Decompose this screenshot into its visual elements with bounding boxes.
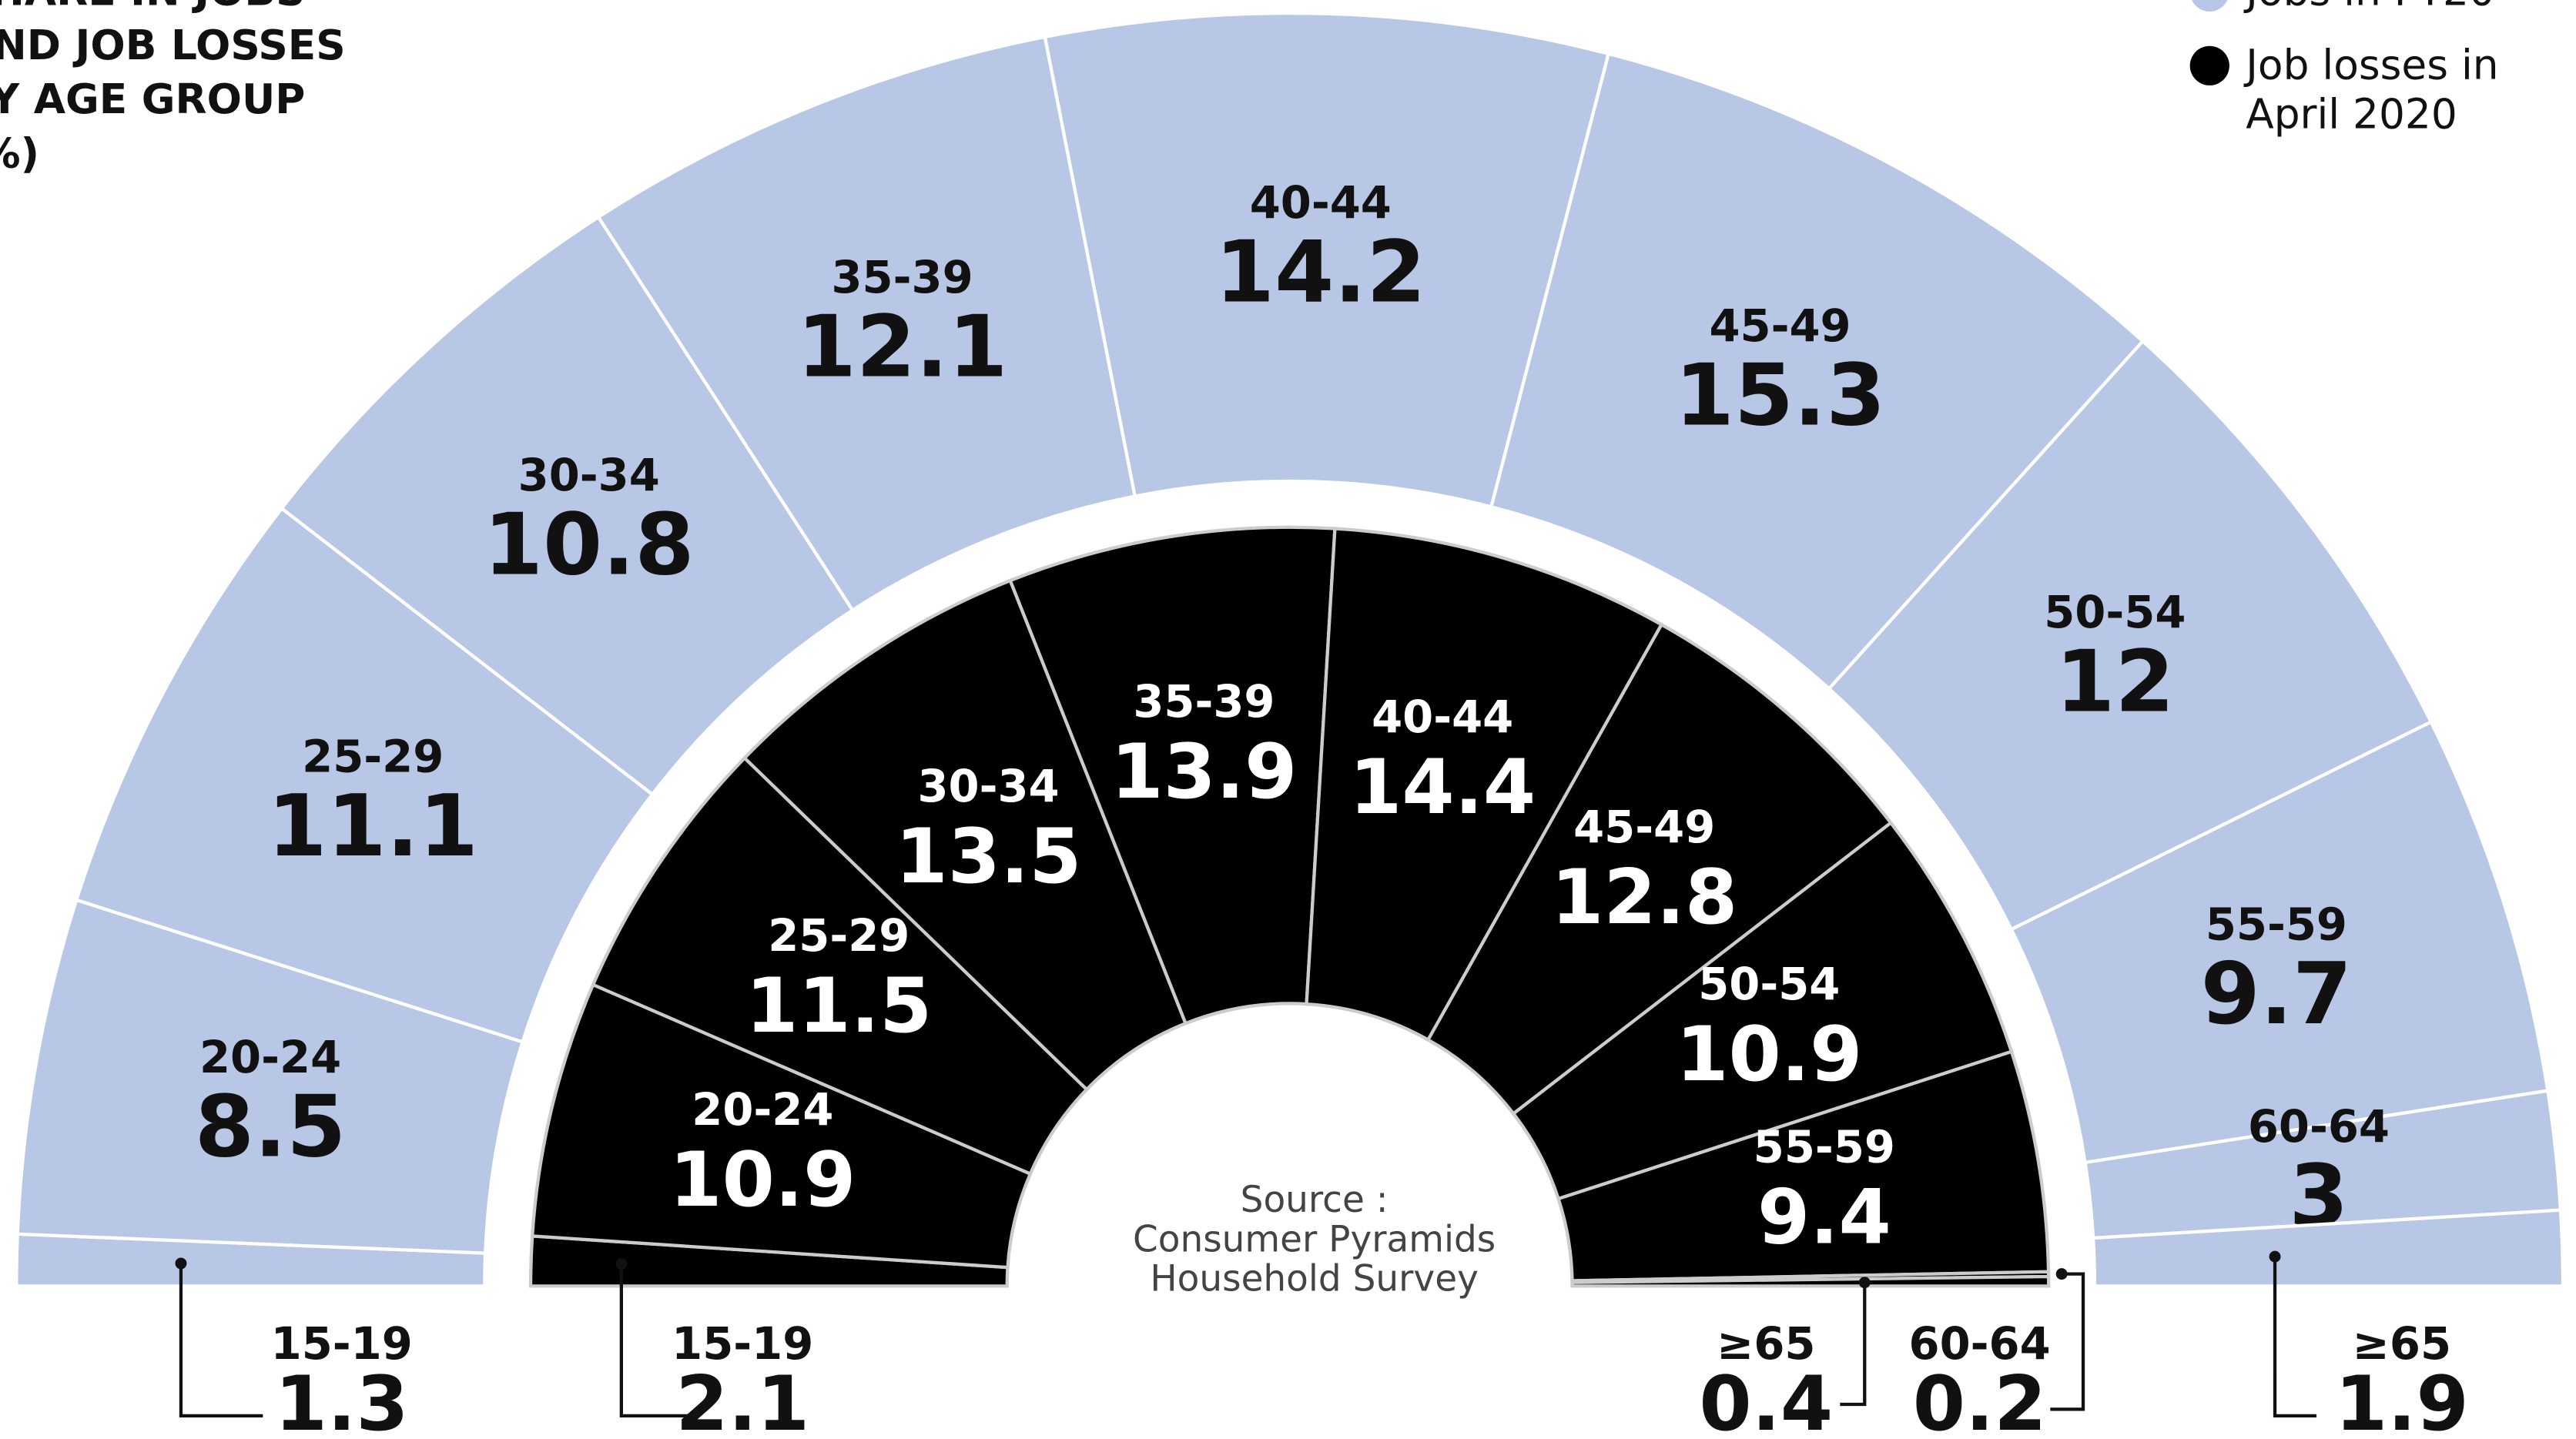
value-label: 1.9 — [2335, 1360, 2469, 1439]
leader-line — [179, 1263, 263, 1418]
category-label: 25-29 — [302, 731, 444, 782]
value-label: 2.1 — [675, 1360, 809, 1439]
segment — [1570, 1274, 2051, 1288]
legend-item: Jobs in FY20 — [2189, 0, 2542, 16]
segment — [591, 755, 1090, 1176]
value-label: 8.5 — [195, 1077, 347, 1176]
value-label: 12 — [2055, 633, 2174, 732]
value-label: 11.5 — [745, 962, 932, 1050]
category-label: 35-39 — [1133, 676, 1275, 728]
segment — [1511, 820, 2014, 1201]
category-label: 50-54 — [2044, 587, 2186, 638]
segment — [1556, 1049, 2051, 1283]
segment — [1008, 525, 1337, 1026]
category-label: 40-44 — [1250, 177, 1392, 229]
legend-label: Jobs in FY20 — [2246, 0, 2541, 16]
category-label: 30-34 — [518, 450, 660, 501]
category-label: 60-64 — [2248, 1101, 2390, 1153]
value-label: 12.8 — [1551, 854, 1737, 942]
value-label: 10.9 — [669, 1136, 856, 1224]
category-label: 50-54 — [1698, 959, 1840, 1010]
category-label: 55-59 — [1754, 1122, 1895, 1173]
source-note: Household Survey — [1150, 1257, 1478, 1300]
segment — [530, 982, 1033, 1270]
category-label: 35-39 — [831, 252, 973, 303]
category-label: 15-19 — [271, 1318, 413, 1370]
value-label: 14.2 — [1215, 223, 1426, 322]
category-label: 40-44 — [1372, 691, 1513, 743]
category-label: 45-49 — [1573, 801, 1715, 853]
category-label: 60-64 — [1909, 1318, 2051, 1370]
leader-line — [619, 1263, 690, 1418]
value-label: 13.9 — [1110, 728, 1297, 816]
category-label: 20-24 — [199, 1032, 341, 1083]
value-label: 13.5 — [895, 813, 1081, 901]
category-label: 25-29 — [768, 910, 909, 962]
value-label: 10.8 — [484, 496, 695, 595]
segment — [1305, 527, 1664, 1042]
legend-item: Job losses in April 2020 — [2189, 41, 2542, 139]
category-label: ≥65 — [1717, 1318, 1815, 1370]
segment — [1489, 52, 2146, 691]
value-label: 15.3 — [1675, 346, 1886, 445]
segment — [742, 578, 1188, 1093]
category-label: ≥65 — [2353, 1318, 2451, 1370]
source-note: Source : — [1241, 1179, 1388, 1221]
leader-line — [1840, 1282, 1867, 1407]
value-label: 0.4 — [1699, 1360, 1833, 1439]
value-label: 14.4 — [1349, 744, 1536, 832]
value-label: 9.4 — [1757, 1174, 1891, 1262]
segment — [2091, 1208, 2565, 1288]
category-label: 15-19 — [672, 1318, 813, 1370]
value-label: 0.2 — [1913, 1360, 2047, 1439]
legend-swatch — [2189, 0, 2229, 12]
category-label: 20-24 — [692, 1084, 833, 1136]
value-label: 10.9 — [1676, 1011, 1862, 1099]
value-label: 1.3 — [275, 1360, 409, 1439]
category-label: 30-34 — [917, 761, 1059, 812]
value-label: 11.1 — [267, 777, 478, 876]
leader-line — [2273, 1257, 2316, 1418]
segment — [1425, 622, 1894, 1116]
value-label: 12.1 — [797, 297, 1008, 397]
category-label: 55-59 — [2206, 899, 2347, 951]
legend-label: Job losses in April 2020 — [2246, 41, 2499, 139]
chart-title: SHARE IN JOBS AND JOB LOSSES BY AGE GROU… — [0, 0, 346, 178]
legend-swatch — [2189, 45, 2229, 85]
category-label: 45-49 — [1709, 300, 1851, 352]
value-label: 9.7 — [2201, 945, 2353, 1044]
leader-line — [2050, 1272, 2085, 1411]
source-note: Consumer Pyramids — [1133, 1218, 1496, 1260]
